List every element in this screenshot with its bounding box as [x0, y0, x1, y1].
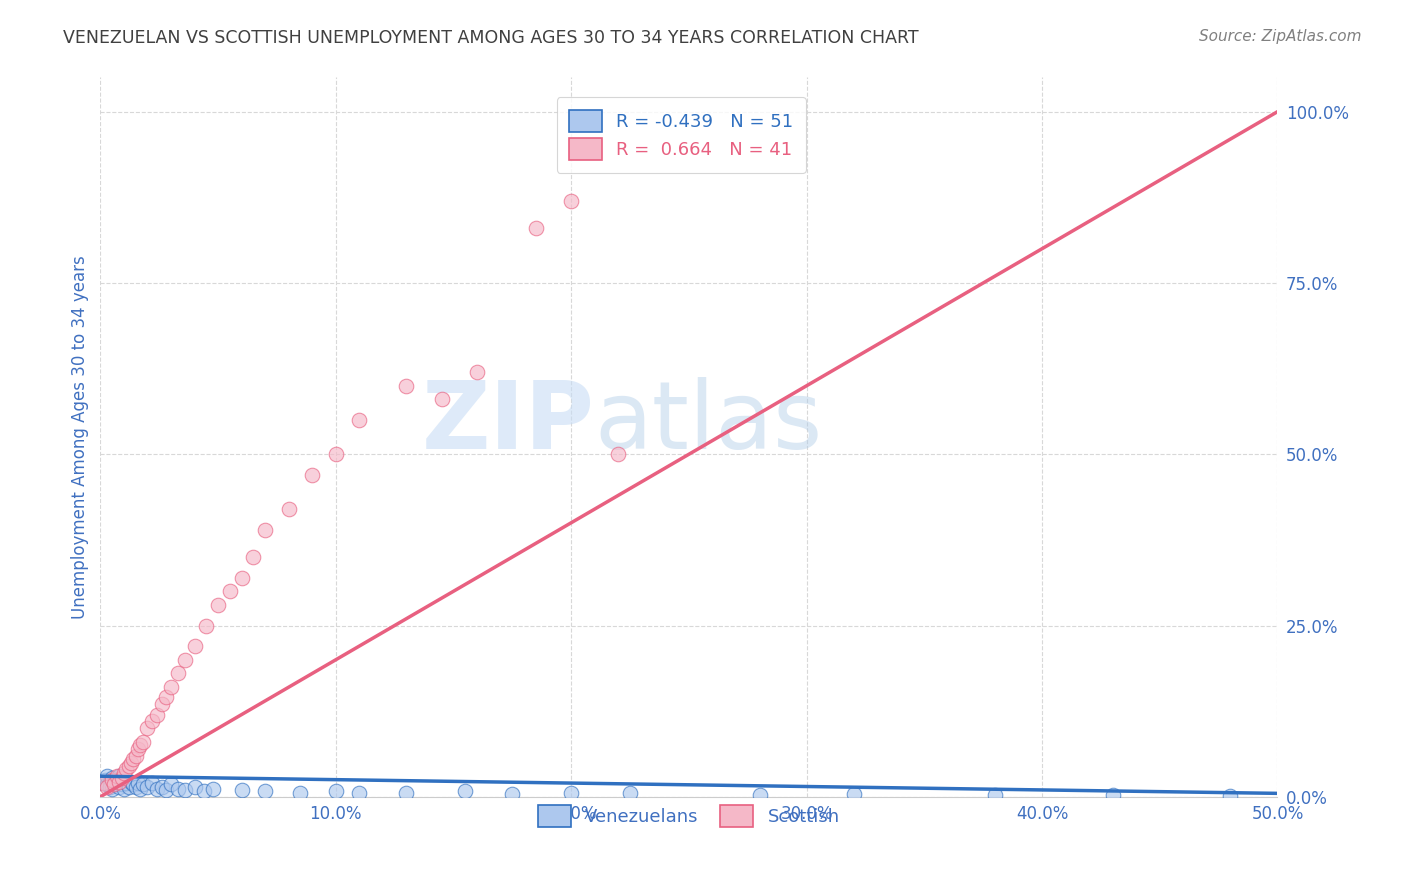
- Point: [1101, 789, 1123, 803]
- Point: [160, 680, 183, 694]
- Point: [349, 786, 371, 800]
- Point: [110, 777, 132, 791]
- Point: [132, 777, 155, 791]
- Point: [524, 221, 547, 235]
- Point: [560, 786, 582, 800]
- Point: [105, 769, 128, 783]
- Point: [242, 549, 264, 564]
- Point: [619, 786, 641, 800]
- Point: [115, 776, 138, 790]
- Point: [560, 194, 582, 208]
- Point: [748, 788, 770, 802]
- Point: [155, 690, 177, 705]
- Point: [167, 781, 190, 796]
- Point: [117, 759, 139, 773]
- Point: [842, 787, 865, 801]
- Point: [115, 763, 138, 777]
- Point: [91, 776, 114, 790]
- Point: [141, 776, 163, 790]
- Point: [129, 739, 152, 753]
- Text: VENEZUELAN VS SCOTTISH UNEMPLOYMENT AMONG AGES 30 TO 34 YEARS CORRELATION CHART: VENEZUELAN VS SCOTTISH UNEMPLOYMENT AMON…: [63, 29, 920, 46]
- Point: [94, 772, 117, 787]
- Point: [183, 780, 205, 794]
- Point: [193, 784, 215, 798]
- Point: [141, 714, 163, 729]
- Point: [174, 783, 197, 797]
- Point: [108, 780, 131, 794]
- Point: [231, 783, 253, 797]
- Point: [290, 786, 312, 800]
- Point: [105, 776, 128, 790]
- Point: [146, 707, 169, 722]
- Text: ZIP: ZIP: [422, 376, 595, 468]
- Point: [124, 780, 146, 794]
- Point: [160, 777, 183, 791]
- Point: [103, 772, 125, 787]
- Point: [277, 502, 299, 516]
- Point: [112, 781, 135, 796]
- Point: [124, 748, 146, 763]
- Point: [325, 447, 347, 461]
- Point: [254, 523, 277, 537]
- Point: [103, 777, 125, 791]
- Point: [155, 783, 177, 797]
- Point: [150, 780, 173, 794]
- Point: [96, 780, 118, 794]
- Point: [395, 786, 418, 800]
- Point: [183, 639, 205, 653]
- Point: [465, 365, 488, 379]
- Point: [395, 378, 418, 392]
- Point: [501, 787, 523, 801]
- Point: [122, 777, 145, 791]
- Text: Source: ZipAtlas.com: Source: ZipAtlas.com: [1198, 29, 1361, 44]
- Point: [136, 780, 159, 794]
- Point: [117, 780, 139, 794]
- Point: [101, 781, 124, 796]
- Point: [207, 598, 229, 612]
- Point: [254, 784, 277, 798]
- Point: [98, 780, 121, 794]
- Point: [101, 771, 124, 785]
- Point: [98, 774, 121, 789]
- Point: [301, 467, 323, 482]
- Point: [607, 447, 630, 461]
- Point: [1219, 789, 1241, 803]
- Point: [91, 776, 114, 790]
- Point: [132, 735, 155, 749]
- Point: [112, 765, 135, 780]
- Point: [96, 769, 118, 783]
- Point: [195, 618, 218, 632]
- Point: [101, 772, 124, 787]
- Point: [127, 776, 149, 790]
- Point: [167, 666, 190, 681]
- Point: [105, 774, 128, 789]
- Point: [984, 788, 1007, 802]
- Point: [108, 774, 131, 789]
- Point: [120, 774, 142, 789]
- Point: [325, 784, 347, 798]
- Point: [112, 772, 135, 787]
- Point: [349, 413, 371, 427]
- Legend: Venezuelans, Scottish: Venezuelans, Scottish: [531, 798, 846, 835]
- Text: atlas: atlas: [595, 376, 823, 468]
- Point: [430, 392, 453, 407]
- Point: [202, 781, 225, 796]
- Point: [120, 756, 142, 770]
- Y-axis label: Unemployment Among Ages 30 to 34 years: Unemployment Among Ages 30 to 34 years: [72, 255, 89, 619]
- Point: [96, 777, 118, 791]
- Point: [231, 570, 253, 584]
- Point: [454, 784, 477, 798]
- Point: [108, 769, 131, 783]
- Point: [174, 653, 197, 667]
- Point: [136, 721, 159, 735]
- Point: [103, 777, 125, 791]
- Point: [150, 698, 173, 712]
- Point: [218, 584, 240, 599]
- Point: [129, 781, 152, 796]
- Point: [110, 771, 132, 785]
- Point: [127, 741, 149, 756]
- Point: [146, 781, 169, 796]
- Point: [122, 752, 145, 766]
